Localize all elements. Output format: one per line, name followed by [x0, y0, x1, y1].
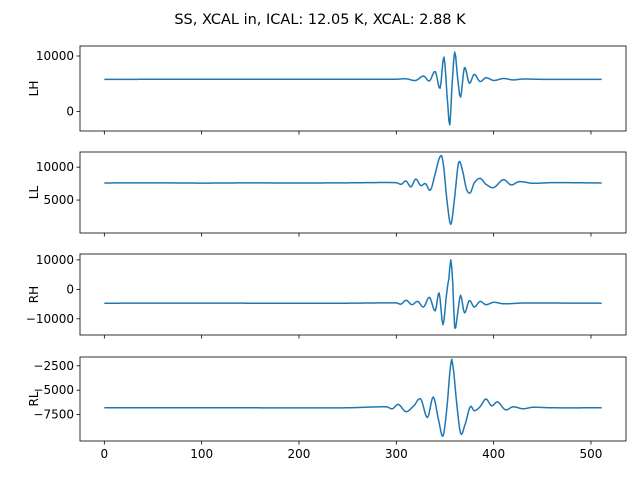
- subplots: 010000LH500010000LL−10000010000RH−7500−5…: [26, 45, 627, 461]
- series-line-rh: [104, 259, 602, 329]
- chart-title: SS, XCAL in, ICAL: 12.05 K, XCAL: 2.88 K: [174, 12, 466, 28]
- axes-frame: [79, 253, 627, 336]
- y-tick-label: 5000: [43, 193, 74, 207]
- x-tick-label: 500: [580, 447, 603, 461]
- axes-frame: [79, 151, 627, 234]
- y-tick-label: −7500: [33, 408, 74, 422]
- y-axis-label: LL: [27, 186, 41, 200]
- y-tick-label: 10000: [36, 160, 74, 174]
- subplot-rl: −7500 −5000 −2500 RL 0 100 200 300 400 500: [27, 356, 627, 461]
- y-tick-label: 0: [66, 282, 74, 296]
- y-tick-label: 0: [66, 105, 74, 119]
- y-axis-label: RH: [27, 286, 41, 303]
- axes-frame: [79, 45, 627, 132]
- y-tick-label: −5000: [33, 383, 74, 397]
- x-tick-label: 100: [190, 447, 213, 461]
- x-tick-label: 300: [385, 447, 408, 461]
- series-line-lh: [104, 51, 602, 126]
- y-tick-label: −2500: [33, 359, 74, 373]
- subplot-lh: 0 10000 LH: [27, 45, 627, 135]
- y-tick-label: 10000: [36, 49, 74, 63]
- y-axis-label: LH: [27, 81, 41, 97]
- subplot-ll: 5000 10000 LL: [27, 151, 627, 237]
- y-tick-label: 10000: [36, 253, 74, 267]
- x-tick-label: 0: [101, 447, 109, 461]
- series-line-ll: [104, 154, 602, 226]
- series-line-rl: [104, 358, 602, 437]
- y-axis-label: RL: [27, 391, 41, 406]
- y-tick-label: −10000: [26, 312, 74, 326]
- x-tick-label: 200: [288, 447, 311, 461]
- axes-frame: [79, 356, 627, 442]
- subplot-rh: −10000 0 10000 RH: [26, 253, 627, 339]
- x-tick-label: 400: [482, 447, 505, 461]
